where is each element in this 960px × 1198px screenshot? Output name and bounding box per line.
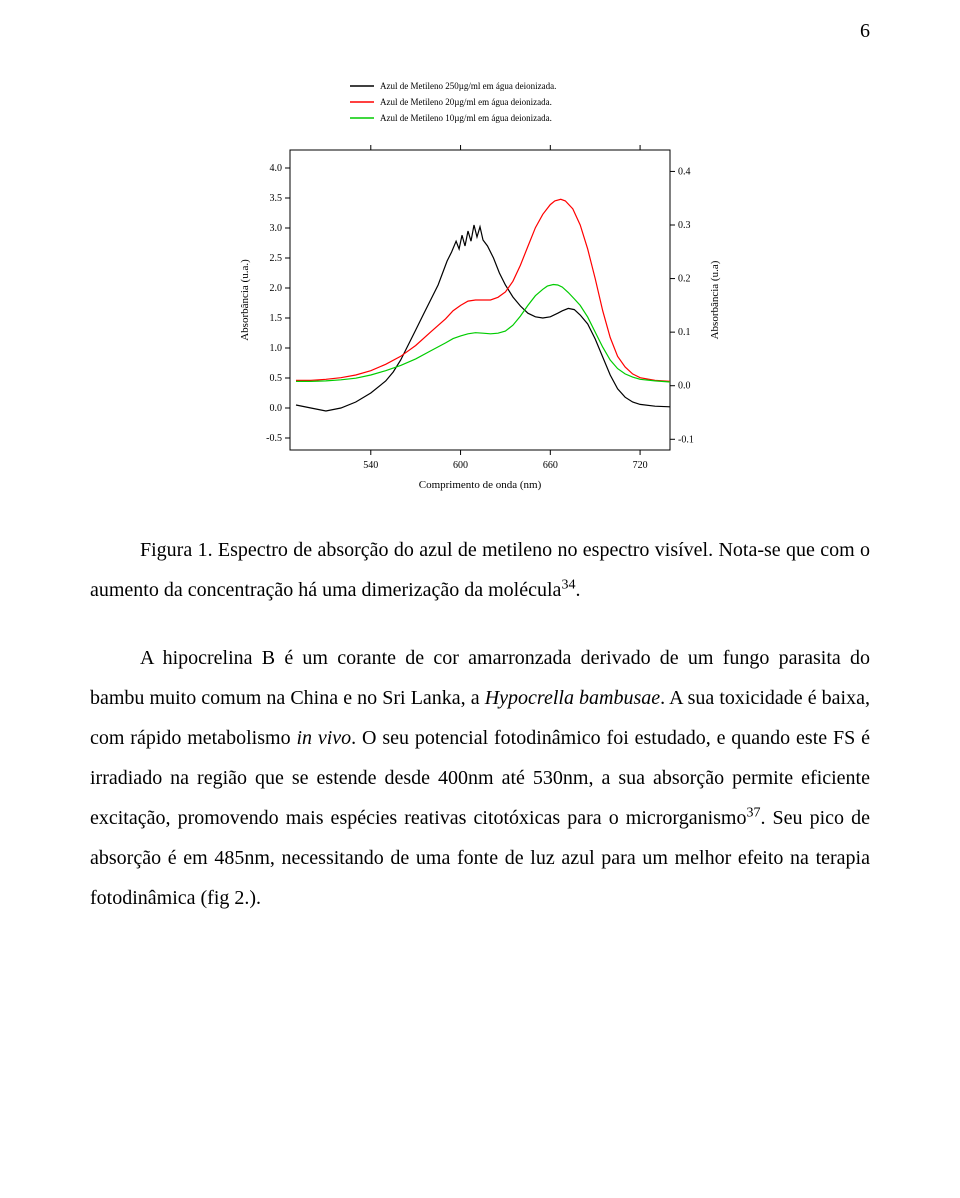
svg-text:0.5: 0.5	[270, 373, 283, 384]
svg-text:Azul de Metileno 20µg/ml em ág: Azul de Metileno 20µg/ml em água deioniz…	[380, 97, 552, 107]
svg-text:-0.1: -0.1	[678, 434, 694, 445]
svg-text:4.0: 4.0	[270, 163, 283, 174]
svg-text:0.1: 0.1	[678, 327, 691, 338]
svg-text:Azul de Metileno 10µg/ml em ág: Azul de Metileno 10µg/ml em água deioniz…	[380, 113, 552, 123]
page-number: 6	[860, 20, 870, 43]
figure-caption: Figura 1. Espectro de absorção do azul d…	[90, 530, 870, 610]
paragraph-hipocrelina: A hipocrelina B é um corante de cor amar…	[90, 638, 870, 918]
svg-text:3.0: 3.0	[270, 223, 283, 234]
svg-text:2.5: 2.5	[270, 253, 283, 264]
svg-text:0.0: 0.0	[270, 403, 283, 414]
p2-invivo: in vivo	[296, 727, 351, 749]
svg-text:2.0: 2.0	[270, 283, 283, 294]
svg-text:0.0: 0.0	[678, 381, 691, 392]
p2-citation-sup: 37	[746, 805, 760, 820]
svg-text:720: 720	[633, 460, 648, 471]
svg-text:Comprimento de onda (nm): Comprimento de onda (nm)	[419, 479, 542, 491]
svg-text:Absorbância (u.a.): Absorbância (u.a.)	[239, 259, 251, 341]
chart-svg: 540 600 660 720 Comprimento de onda (nm) -0.5…	[230, 70, 730, 500]
svg-text:600: 600	[453, 460, 468, 471]
svg-text:Absorbância (u.a): Absorbância (u.a)	[709, 260, 721, 339]
figure-absorbance-spectrum: 540 600 660 720 Comprimento de onda (nm) -0.5…	[230, 70, 730, 500]
caption-text: Figura 1. Espectro de absorção do azul d…	[90, 539, 870, 601]
page: 6 540 600 660 720 Comprimento de onda (nm) -0…	[0, 0, 960, 978]
caption-citation-sup: 34	[561, 577, 575, 592]
svg-text:-0.5: -0.5	[266, 433, 282, 444]
svg-text:0.3: 0.3	[678, 220, 691, 231]
svg-text:3.5: 3.5	[270, 193, 283, 204]
svg-text:660: 660	[543, 460, 558, 471]
svg-text:1.5: 1.5	[270, 313, 283, 324]
svg-text:1.0: 1.0	[270, 343, 283, 354]
body-text: Figura 1. Espectro de absorção do azul d…	[90, 530, 870, 918]
svg-text:0.4: 0.4	[678, 166, 691, 177]
caption-suffix: .	[575, 579, 580, 601]
p2-species: Hypocrella bambusae	[485, 687, 660, 709]
svg-text:540: 540	[363, 460, 378, 471]
svg-text:Azul de Metileno 250µg/ml em á: Azul de Metileno 250µg/ml em água deioni…	[380, 81, 556, 91]
svg-text:0.2: 0.2	[678, 274, 691, 285]
